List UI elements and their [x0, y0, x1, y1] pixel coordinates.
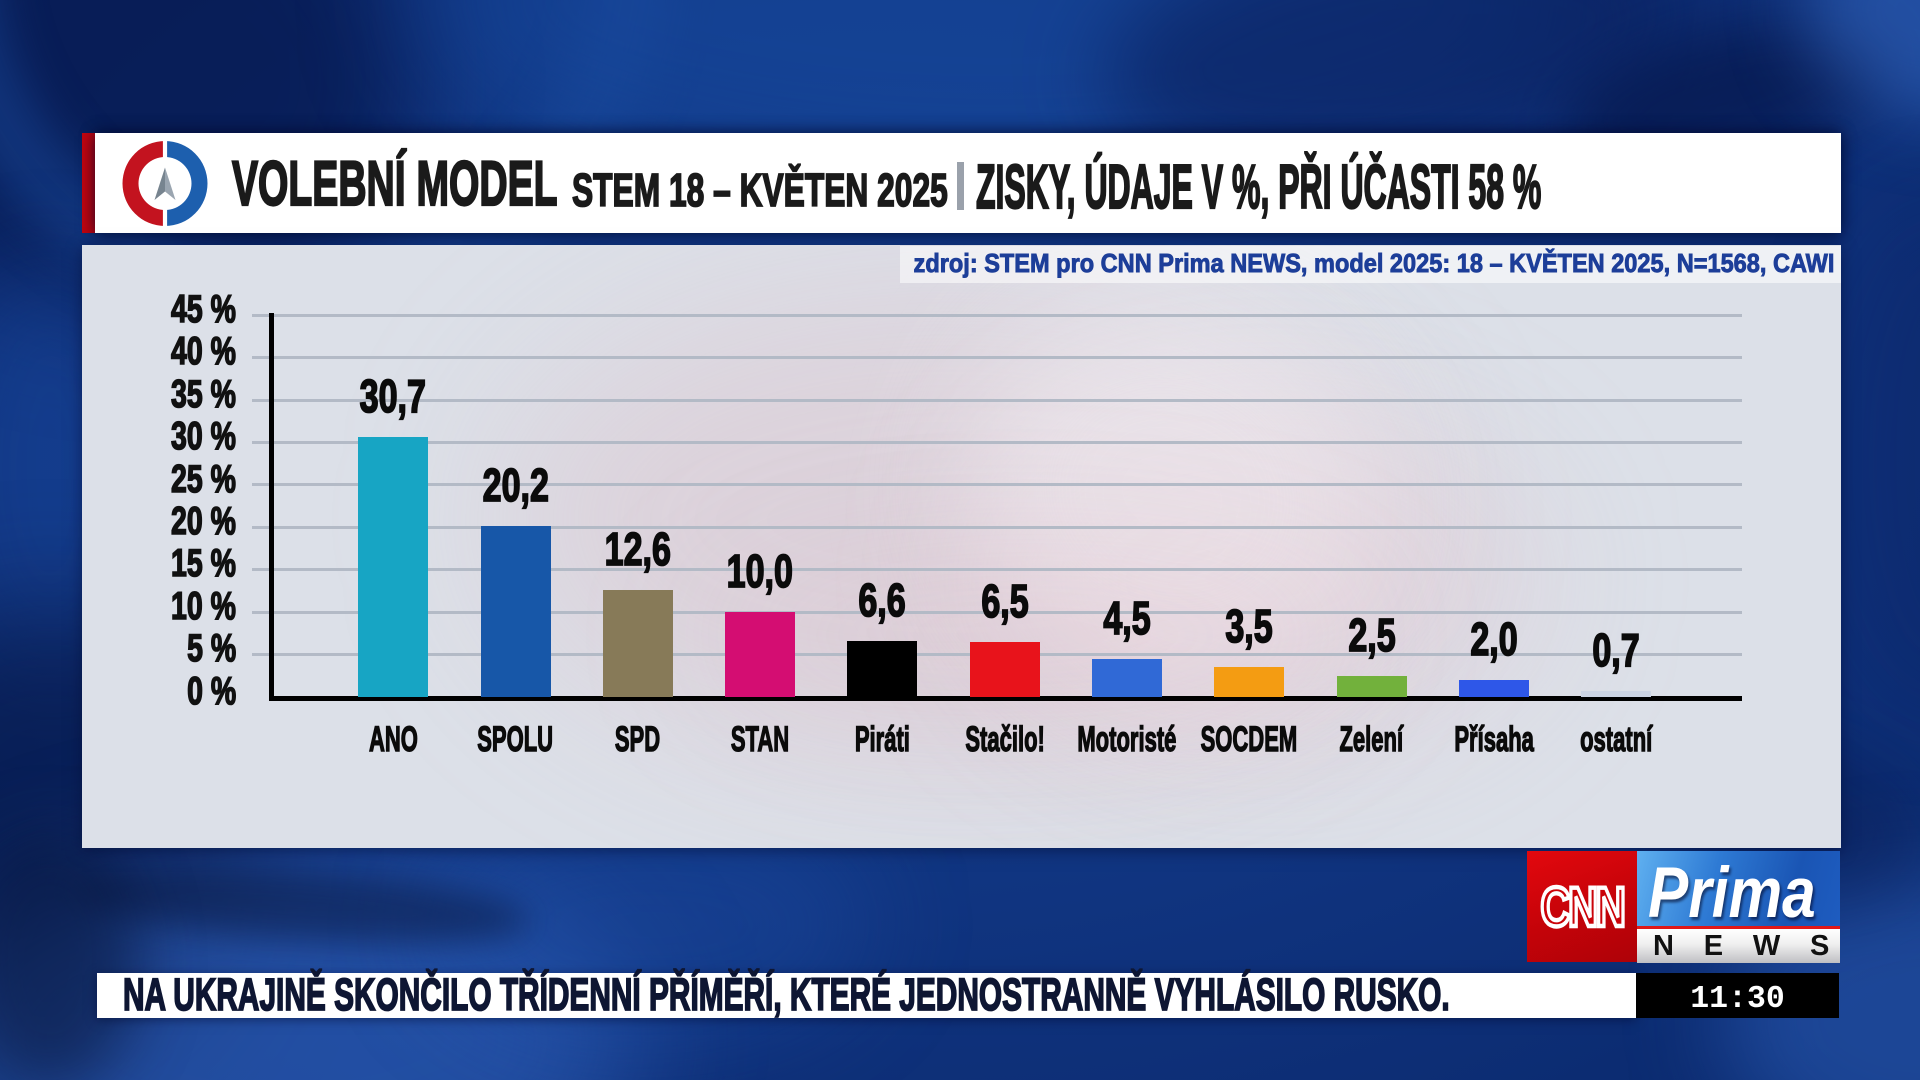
svg-text:CNN: CNN	[1540, 876, 1623, 939]
